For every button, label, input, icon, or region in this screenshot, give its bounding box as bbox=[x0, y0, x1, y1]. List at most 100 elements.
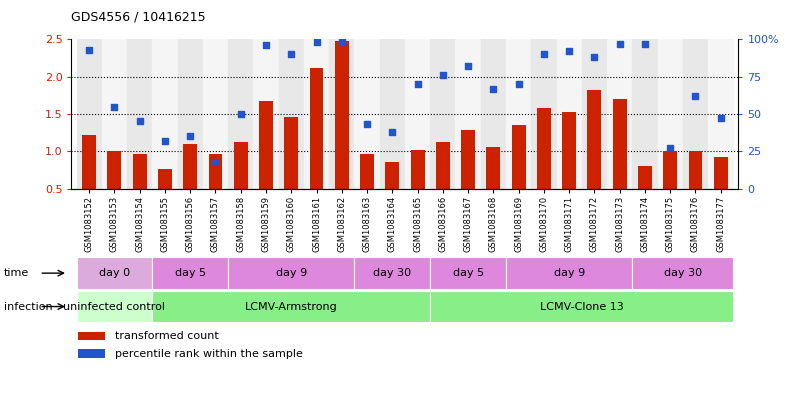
Bar bbox=[380, 39, 405, 189]
Bar bbox=[76, 291, 152, 322]
Text: GDS4556 / 10416215: GDS4556 / 10416215 bbox=[71, 11, 206, 24]
Point bbox=[360, 121, 373, 128]
Bar bbox=[152, 291, 430, 322]
Bar bbox=[405, 39, 430, 189]
Point bbox=[512, 81, 525, 87]
Bar bbox=[562, 112, 576, 189]
Text: transformed count: transformed count bbox=[115, 331, 218, 341]
Bar bbox=[708, 39, 734, 189]
Bar bbox=[354, 257, 430, 289]
Bar bbox=[158, 169, 172, 189]
Point bbox=[386, 129, 399, 135]
Point bbox=[209, 159, 222, 165]
Bar bbox=[107, 151, 121, 189]
Text: day 30: day 30 bbox=[664, 268, 702, 278]
Bar bbox=[202, 39, 228, 189]
Bar bbox=[480, 39, 506, 189]
Text: day 5: day 5 bbox=[175, 268, 206, 278]
Bar bbox=[506, 257, 632, 289]
Text: percentile rank within the sample: percentile rank within the sample bbox=[115, 349, 303, 359]
Text: day 9: day 9 bbox=[553, 268, 584, 278]
Bar bbox=[588, 90, 601, 189]
Bar bbox=[76, 257, 152, 289]
Bar bbox=[456, 39, 480, 189]
Point bbox=[487, 85, 499, 92]
Point bbox=[689, 93, 702, 99]
Bar bbox=[310, 68, 323, 189]
Bar bbox=[487, 147, 500, 189]
Bar bbox=[354, 39, 380, 189]
Bar bbox=[430, 39, 456, 189]
Bar bbox=[253, 39, 279, 189]
Bar bbox=[613, 99, 626, 189]
Point bbox=[159, 138, 172, 144]
Bar bbox=[410, 150, 425, 189]
Bar bbox=[714, 156, 727, 189]
Text: LCMV-Armstrong: LCMV-Armstrong bbox=[245, 301, 337, 312]
Bar bbox=[183, 144, 197, 189]
Text: day 5: day 5 bbox=[453, 268, 484, 278]
Point bbox=[83, 47, 95, 53]
Point bbox=[108, 103, 121, 110]
Point bbox=[285, 51, 298, 57]
Bar bbox=[657, 39, 683, 189]
Bar bbox=[133, 154, 147, 189]
Text: day 0: day 0 bbox=[98, 268, 130, 278]
Bar bbox=[436, 142, 449, 189]
Point bbox=[613, 40, 626, 47]
Point bbox=[260, 42, 272, 48]
Bar bbox=[78, 349, 105, 358]
Bar bbox=[688, 151, 703, 189]
Text: LCMV-Clone 13: LCMV-Clone 13 bbox=[540, 301, 623, 312]
Text: day 30: day 30 bbox=[373, 268, 411, 278]
Bar bbox=[259, 101, 273, 189]
Bar bbox=[284, 117, 299, 189]
Bar bbox=[152, 39, 178, 189]
Bar bbox=[360, 154, 374, 189]
Bar bbox=[385, 162, 399, 189]
Text: day 9: day 9 bbox=[276, 268, 306, 278]
Bar bbox=[430, 291, 734, 322]
Bar bbox=[537, 108, 551, 189]
Bar bbox=[638, 166, 652, 189]
Bar bbox=[430, 257, 506, 289]
Text: infection: infection bbox=[4, 301, 52, 312]
Bar bbox=[83, 135, 96, 189]
Bar bbox=[531, 39, 557, 189]
Point bbox=[588, 54, 601, 61]
Bar bbox=[607, 39, 632, 189]
Point bbox=[638, 40, 651, 47]
Bar bbox=[330, 39, 354, 189]
Text: uninfected control: uninfected control bbox=[64, 301, 165, 312]
Bar bbox=[557, 39, 582, 189]
Bar bbox=[209, 154, 222, 189]
Point bbox=[563, 48, 576, 54]
Point bbox=[664, 145, 676, 151]
Bar bbox=[279, 39, 304, 189]
Bar bbox=[663, 151, 677, 189]
Bar bbox=[632, 39, 657, 189]
Point bbox=[715, 115, 727, 121]
Point bbox=[184, 133, 197, 140]
Point bbox=[310, 39, 323, 46]
Point bbox=[133, 118, 146, 125]
Bar bbox=[632, 257, 734, 289]
Bar bbox=[582, 39, 607, 189]
Bar bbox=[461, 130, 475, 189]
Point bbox=[234, 111, 247, 117]
Bar bbox=[127, 39, 152, 189]
Point bbox=[411, 81, 424, 87]
Point bbox=[538, 51, 550, 57]
Bar bbox=[506, 39, 531, 189]
Bar bbox=[76, 39, 102, 189]
Bar bbox=[304, 39, 330, 189]
Point bbox=[437, 72, 449, 78]
Bar bbox=[152, 257, 228, 289]
Bar bbox=[102, 39, 127, 189]
Bar bbox=[78, 332, 105, 340]
Point bbox=[335, 39, 348, 46]
Bar bbox=[228, 257, 354, 289]
Bar bbox=[683, 39, 708, 189]
Bar bbox=[335, 41, 349, 189]
Bar bbox=[511, 125, 526, 189]
